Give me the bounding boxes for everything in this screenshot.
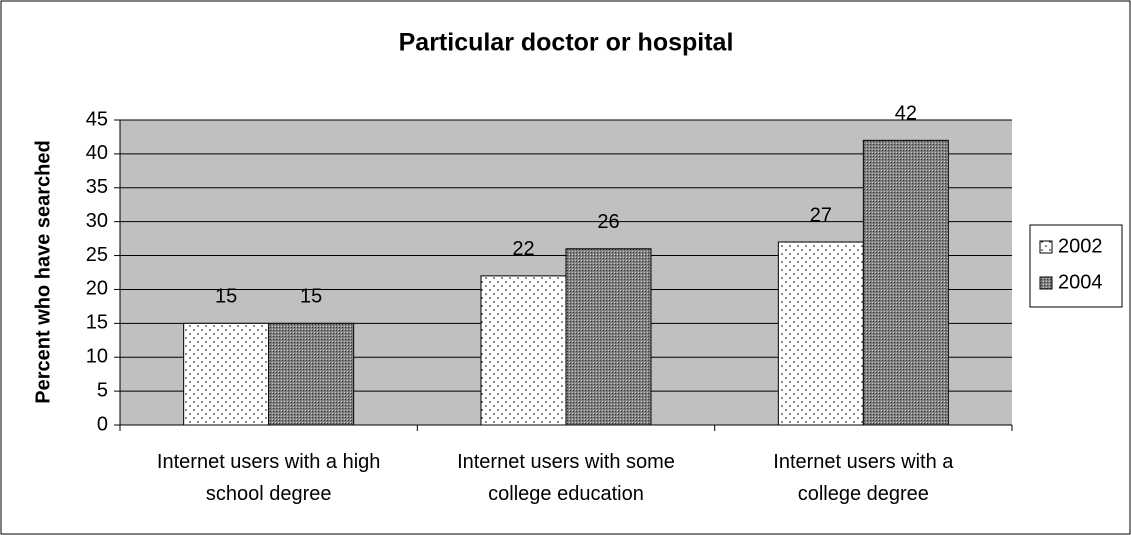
bar [183,322,270,426]
legend-swatch [1039,240,1053,254]
y-tick-label: 45 [86,108,108,130]
y-tick-label: 0 [97,413,108,435]
bar [480,275,567,426]
bar [565,248,652,426]
y-tick-label: 20 [86,278,108,300]
y-tick-label: 25 [86,244,108,266]
legend-label: 2004 [1058,271,1103,293]
x-tick-label: Internet users with some college educatio… [457,451,675,505]
y-tick-label: 10 [86,346,108,368]
legend-box [1029,224,1123,308]
data-label: 26 [597,211,619,233]
bar [268,322,355,426]
x-tick-label: Internet users with a college degree [773,451,954,505]
data-label: 15 [300,286,322,308]
data-label: 22 [512,238,534,260]
x-tick-label: Internet users with a high school degree [157,451,380,505]
bar [777,241,864,426]
chart-title: Particular doctor or hospital [399,29,734,57]
legend-label: 2002 [1058,235,1103,257]
y-tick-label: 35 [86,176,108,198]
bar [862,139,949,426]
y-tick-label: 5 [97,379,108,401]
data-label: 27 [810,204,832,226]
legend-swatch [1039,276,1053,290]
data-label: 42 [895,103,917,125]
y-tick-label: 15 [86,312,108,334]
data-label: 15 [215,286,237,308]
y-axis-label: Percent who have searched [32,140,54,403]
y-tick-label: 40 [86,142,108,164]
y-tick-label: 30 [86,210,108,232]
